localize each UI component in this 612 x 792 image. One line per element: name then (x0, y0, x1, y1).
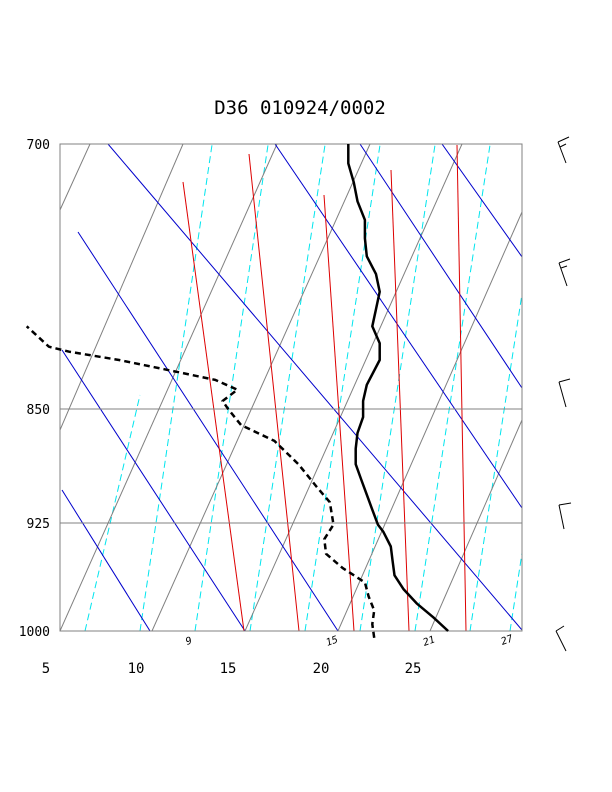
dewpoint-profile (25, 325, 376, 638)
temperature-label-25: 25 (405, 661, 422, 677)
wind-barb-925 (558, 502, 572, 530)
profiles (25, 144, 449, 638)
moist-adiabat (60, 144, 184, 431)
saturation-line (248, 153, 300, 632)
mixing-ratio-label-9: 9 (184, 635, 193, 647)
mixing-ratio-label-15: 15 (325, 634, 340, 648)
pressure-label-1000: 1000 (19, 625, 50, 640)
barb-half (560, 265, 568, 269)
barb-staff (557, 141, 567, 164)
mixing-ratio-line (304, 144, 381, 631)
mixing-ratio-line (249, 144, 326, 631)
moist-adiabat (244, 144, 463, 631)
saturation-line (182, 181, 245, 632)
dry-adiabat (441, 144, 522, 258)
dry-adiabat (61, 489, 151, 631)
saturation-line (323, 194, 355, 632)
dry-adiabat (359, 144, 522, 389)
mixing-ratio-line (509, 549, 522, 631)
barb-staff (555, 630, 567, 652)
pressure-label-700: 700 (27, 138, 50, 153)
dry-adiabat (61, 349, 246, 631)
moist-adiabat (337, 211, 522, 631)
pressure-label-925: 925 (27, 517, 50, 532)
moist-adiabat (60, 144, 278, 631)
wind-barb-850 (558, 378, 571, 408)
moist-adiabats (60, 144, 522, 631)
chart-title: D36 010924/0002 (214, 97, 386, 119)
pressure-axis: 700 850 925 1000 (19, 138, 50, 640)
temperature-label-15: 15 (220, 661, 237, 677)
dry-adiabat (107, 144, 522, 631)
saturation-line (456, 144, 467, 632)
mixing-ratio-line (469, 290, 522, 631)
plot-frame (59, 143, 523, 632)
mixing-ratio-label-21: 21 (422, 634, 437, 648)
barb-full (558, 258, 571, 264)
barb-full (557, 136, 570, 143)
temperature-label-20: 20 (313, 661, 330, 677)
barb-half (555, 625, 565, 632)
plot-border (59, 143, 523, 632)
barb-full (558, 378, 571, 383)
saturation-lines (182, 144, 467, 632)
moist-adiabat (60, 144, 91, 211)
moist-adiabat (151, 144, 371, 631)
pressure-label-850: 850 (27, 403, 50, 418)
dry-adiabat (521, 281, 522, 282)
wind-barb-1000 (555, 625, 567, 652)
barb-full (558, 502, 572, 506)
barb-staff (558, 381, 567, 408)
barb-staff (558, 504, 565, 530)
wind-barbs (555, 136, 572, 652)
mixing-ratio-line (139, 144, 213, 631)
mixing-ratio-line (414, 144, 491, 631)
barb-half (559, 143, 567, 148)
moist-adiabat (429, 419, 522, 631)
temperature-label-10: 10 (128, 661, 145, 677)
mixing-ratio-labels: 9 15 21 27 (184, 633, 514, 648)
dry-adiabat (274, 144, 522, 509)
mixing-ratio-lines (84, 144, 522, 631)
dry-adiabats (61, 144, 522, 631)
mixing-ratio-label-27: 27 (500, 633, 515, 647)
barb-staff (558, 262, 568, 287)
temperature-profile (347, 144, 449, 632)
wind-barb-775 (558, 258, 571, 287)
temperature-axis: 5 10 15 20 25 (42, 661, 422, 677)
saturation-line (390, 169, 410, 632)
temperature-label-5: 5 (42, 661, 50, 677)
wind-barb-700 (557, 136, 570, 164)
dry-adiabat (77, 231, 339, 631)
mixing-ratio-line (359, 144, 436, 631)
